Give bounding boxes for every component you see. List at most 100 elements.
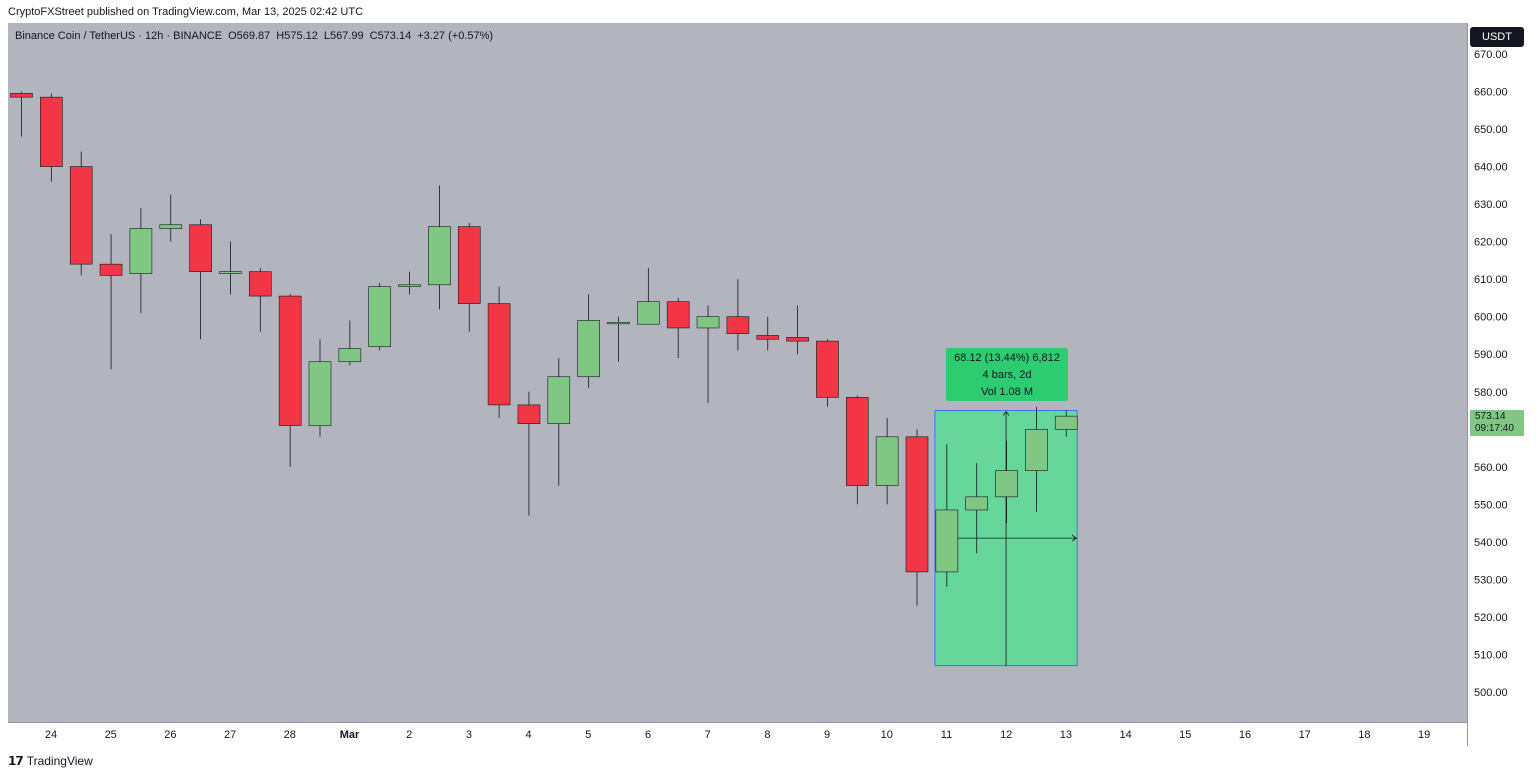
candle-body xyxy=(69,166,93,265)
candle-body xyxy=(338,348,362,363)
time-tick-label: 19 xyxy=(1418,729,1430,741)
time-tick-label: 10 xyxy=(881,729,893,741)
candle-body xyxy=(129,228,153,274)
candle-down xyxy=(278,294,302,467)
measure-info-box: 68.12 (13.44%) 6,812 4 bars, 2d Vol 1.08… xyxy=(946,348,1068,401)
candle-body xyxy=(845,397,869,486)
candle-up xyxy=(547,357,571,486)
plot-background xyxy=(8,23,1467,722)
price-tick-label: 500.00 xyxy=(1474,687,1508,699)
candle-body xyxy=(786,337,809,342)
price-tick-label: 510.00 xyxy=(1474,649,1508,661)
high-value: H575.12 xyxy=(276,30,318,42)
candle-down xyxy=(756,316,780,351)
candle-body xyxy=(666,301,690,329)
tradingview-logo[interactable]: 𝟭𝟳 TradingView xyxy=(8,754,93,768)
time-tick-label: 8 xyxy=(764,729,770,741)
candle-up xyxy=(607,316,630,362)
time-tick-label: 9 xyxy=(824,729,830,741)
candle-body xyxy=(816,340,839,398)
close-value: C573.14 xyxy=(369,30,412,42)
candle-body xyxy=(368,286,392,348)
candle-up xyxy=(398,271,421,295)
price-tick-label: 550.00 xyxy=(1474,499,1508,511)
candle-down xyxy=(69,151,93,276)
candle-down xyxy=(99,234,123,370)
candle-body xyxy=(428,226,451,286)
price-tick-label: 580.00 xyxy=(1474,387,1508,399)
measure-volume: Vol 1.08 M xyxy=(981,386,1033,398)
candle-up xyxy=(1054,410,1078,437)
candle-down xyxy=(249,267,272,332)
candle-body xyxy=(457,226,481,304)
candles xyxy=(10,91,1078,606)
candle-body xyxy=(249,271,272,297)
candle-down xyxy=(189,219,212,340)
time-tick-label: 12 xyxy=(1000,729,1012,741)
time-tick-label: 4 xyxy=(526,729,532,741)
price-tick-label: 600.00 xyxy=(1474,312,1508,324)
candlestick-chart[interactable]: 670.00 660.00 650.00 640.00 630.00 620.00 610.… xyxy=(8,23,1528,746)
price-tick-label: 660.00 xyxy=(1474,87,1508,99)
time-tick-label: 13 xyxy=(1060,729,1072,741)
candle-up xyxy=(219,241,242,295)
measure-bars: 4 bars, 2d xyxy=(982,369,1032,381)
candle-down xyxy=(816,339,839,407)
candle-body xyxy=(40,96,63,167)
candle-down xyxy=(10,91,33,137)
price-tick-label: 590.00 xyxy=(1474,349,1508,361)
price-tick-label: 670.00 xyxy=(1474,49,1508,61)
candle-up xyxy=(577,294,600,389)
candle-down xyxy=(517,391,541,516)
price-tick-label: 560.00 xyxy=(1474,462,1508,474)
chart-area[interactable]: 670.00 660.00 650.00 640.00 630.00 620.00 610.… xyxy=(8,23,1528,746)
time-tick-label: 26 xyxy=(164,729,176,741)
candle-body xyxy=(905,436,929,573)
price-tick-label: 640.00 xyxy=(1474,162,1508,174)
time-tick-label: 5 xyxy=(585,729,591,741)
time-tick-label: 27 xyxy=(224,729,236,741)
symbol-label: Binance Coin / TetherUS · 12h · BINANCE xyxy=(15,30,223,42)
candle-down xyxy=(40,93,63,182)
candle-up xyxy=(995,440,1018,524)
measure-up-arrowhead xyxy=(1002,410,1010,416)
price-axis-labels: 670.00 660.00 650.00 640.00 630.00 620.00 610.… xyxy=(1474,49,1508,699)
candle-down xyxy=(457,222,481,332)
candle-body xyxy=(607,322,630,325)
last-price-tag: 573.14 09:17:40 xyxy=(1470,410,1524,436)
time-tick-label: 2 xyxy=(406,729,412,741)
candle-body xyxy=(637,301,660,325)
candle-up xyxy=(129,207,153,313)
candle-body xyxy=(577,320,600,378)
candle-down xyxy=(666,297,690,358)
time-tick-label: 24 xyxy=(45,729,57,741)
time-tick-label: 18 xyxy=(1358,729,1370,741)
candle-body xyxy=(696,316,720,329)
tradingview-icon: 𝟭𝟳 xyxy=(8,754,24,768)
candle-body xyxy=(965,496,989,511)
candle-body xyxy=(487,303,511,406)
candle-body xyxy=(875,436,899,486)
candle-up xyxy=(696,305,720,404)
candle-up xyxy=(935,444,959,587)
price-tick-label: 650.00 xyxy=(1474,124,1508,136)
currency-button[interactable]: USDT xyxy=(1470,27,1524,47)
candle-down xyxy=(786,305,809,355)
candle-up xyxy=(875,418,899,505)
measure-change: 68.12 (13.44%) 6,812 xyxy=(954,352,1060,364)
candle-body xyxy=(219,271,242,274)
candle-body xyxy=(308,361,332,426)
candle-body xyxy=(278,295,302,426)
bar-countdown: 09:17:40 xyxy=(1475,423,1514,434)
time-tick-label: 14 xyxy=(1119,729,1131,741)
time-tick-label: 15 xyxy=(1179,729,1191,741)
publish-info: CryptoFXStreet published on TradingView.… xyxy=(8,6,364,18)
candle-body xyxy=(1054,415,1078,430)
price-tick-label: 620.00 xyxy=(1474,237,1508,249)
candle-down xyxy=(726,279,750,351)
measure-right-arrowhead xyxy=(1071,534,1077,542)
change-value: +3.27 (+0.57%) xyxy=(417,30,494,42)
brand-label: TradingView xyxy=(26,754,93,768)
price-tick-label: 530.00 xyxy=(1474,574,1508,586)
time-tick-label: Mar xyxy=(340,729,360,741)
